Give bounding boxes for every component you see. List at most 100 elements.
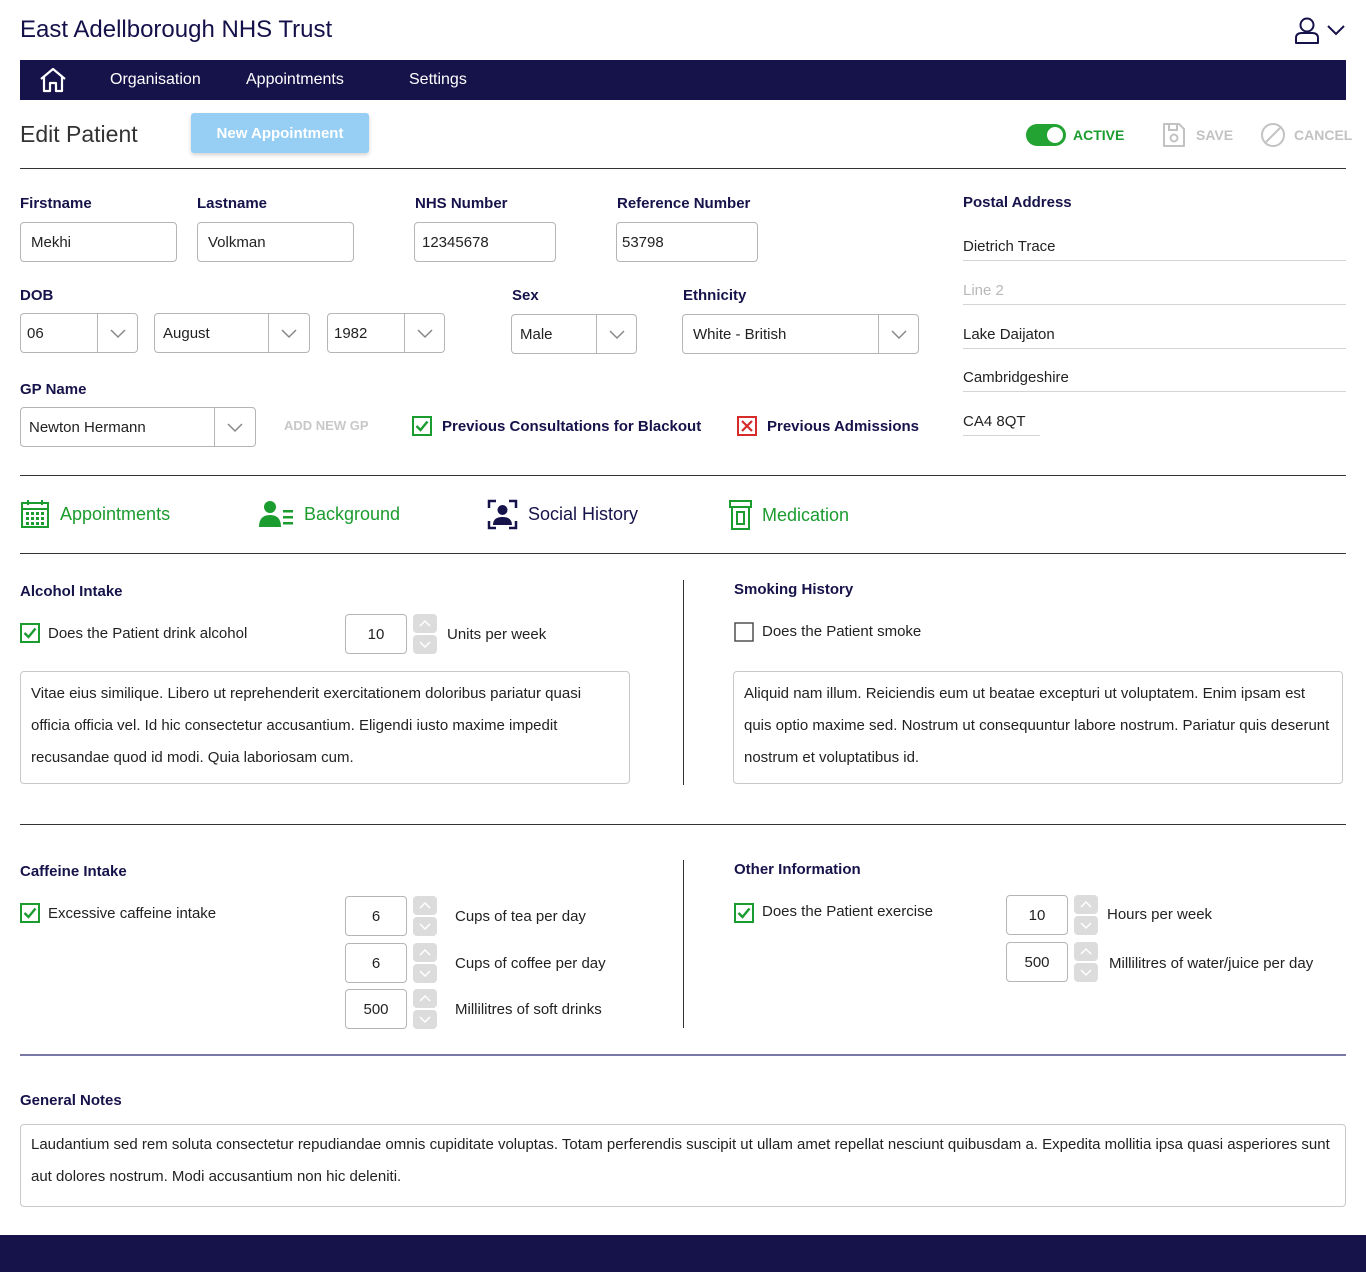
new-appointment-button[interactable]: New Appointment xyxy=(191,113,369,153)
soft-drinks-input[interactable]: 500 xyxy=(345,989,407,1029)
nhs-number-label: NHS Number xyxy=(415,195,508,212)
user-icon[interactable] xyxy=(1294,16,1320,44)
chevron-down-icon xyxy=(891,330,907,340)
coffee-label: Cups of coffee per day xyxy=(455,955,606,972)
save-button[interactable]: SAVE xyxy=(1196,127,1234,143)
firstname-value: Mekhi xyxy=(31,233,72,251)
gp-name-select[interactable]: Newton Hermann xyxy=(20,407,256,447)
exercise-hours-value: 10 xyxy=(1028,906,1046,924)
tea-spinner[interactable] xyxy=(413,896,437,936)
nav-organisation[interactable]: Organisation xyxy=(110,71,201,88)
nhs-number-field[interactable]: 12345678 xyxy=(414,222,556,262)
exercise-hours-label: Hours per week xyxy=(1107,906,1213,923)
chevron-down-icon xyxy=(110,329,126,339)
address-county-field[interactable]: Cambridgeshire xyxy=(963,369,1069,386)
dob-label: DOB xyxy=(20,287,54,304)
general-notes-textarea[interactable]: Laudantium sed rem soluta consectetur re… xyxy=(20,1124,1346,1207)
medicine-bottle-icon xyxy=(729,500,752,530)
prev-admissions-label: Previous Admissions xyxy=(767,418,919,435)
address-line1-field[interactable]: Dietrich Trace xyxy=(963,238,1056,255)
coffee-input[interactable]: 6 xyxy=(345,943,407,983)
water-spinner[interactable] xyxy=(1074,942,1098,982)
soft-drinks-value: 500 xyxy=(363,1000,389,1018)
cancel-icon[interactable] xyxy=(1260,122,1286,148)
general-notes-title: General Notes xyxy=(20,1092,122,1109)
tea-input[interactable]: 6 xyxy=(345,896,407,936)
nav-settings[interactable]: Settings xyxy=(409,71,467,88)
tab-background[interactable]: Background xyxy=(259,500,400,528)
gp-name-label: GP Name xyxy=(20,381,87,398)
firstname-label: Firstname xyxy=(20,195,92,212)
sex-select[interactable]: Male xyxy=(511,314,637,354)
divider xyxy=(20,1054,1346,1056)
tab-medication[interactable]: Medication xyxy=(729,500,849,530)
tea-value: 6 xyxy=(371,907,381,925)
user-frame-icon xyxy=(487,499,518,530)
tab-background-label: Background xyxy=(304,503,401,524)
tab-medication-label: Medication xyxy=(762,504,850,525)
reference-number-label: Reference Number xyxy=(617,195,751,212)
exercise-hours-spinner[interactable] xyxy=(1074,895,1098,935)
address-town-field[interactable]: Lake Daijaton xyxy=(963,326,1055,343)
reference-number-field[interactable]: 53798 xyxy=(616,222,758,262)
smoking-question: Does the Patient smoke xyxy=(762,623,922,640)
divider xyxy=(20,553,1346,554)
smoking-title: Smoking History xyxy=(734,581,854,598)
tab-appointments[interactable]: Appointments xyxy=(20,499,170,529)
smoking-checkbox[interactable] xyxy=(734,622,754,642)
other-info-title: Other Information xyxy=(734,861,861,878)
exercise-hours-input[interactable]: 10 xyxy=(1006,895,1068,935)
divider-vertical xyxy=(683,580,684,785)
firstname-field[interactable]: Mekhi xyxy=(20,222,177,262)
smoking-notes-textarea[interactable]: Aliquid nam illum. Reiciendis eum ut bea… xyxy=(733,671,1343,784)
tab-appointments-label: Appointments xyxy=(60,503,171,524)
soft-drinks-spinner[interactable] xyxy=(413,989,437,1029)
dob-month-value: August xyxy=(163,325,210,342)
user-list-icon xyxy=(259,501,293,527)
ethnicity-select[interactable]: White - British xyxy=(682,314,919,354)
dob-day-value: 06 xyxy=(27,325,44,342)
prev-admissions-checkbox[interactable] xyxy=(737,416,757,436)
exercise-checkbox[interactable] xyxy=(734,903,754,923)
alcohol-units-value: 10 xyxy=(367,625,385,643)
water-value: 500 xyxy=(1024,953,1050,971)
lastname-field[interactable]: Volkman xyxy=(197,222,354,262)
chevron-down-icon[interactable] xyxy=(1326,23,1346,37)
save-icon[interactable] xyxy=(1162,122,1186,148)
alcohol-checkbox[interactable] xyxy=(20,623,40,643)
dob-year-select[interactable]: 1982 xyxy=(327,313,445,353)
nav-appointments[interactable]: Appointments xyxy=(246,71,344,88)
alcohol-units-input[interactable]: 10 xyxy=(345,614,407,654)
sex-label: Sex xyxy=(512,287,539,304)
active-toggle[interactable] xyxy=(1026,124,1066,146)
active-label: ACTIVE xyxy=(1073,127,1125,143)
alcohol-title: Alcohol Intake xyxy=(20,583,123,600)
dob-month-select[interactable]: August xyxy=(154,313,310,353)
coffee-spinner[interactable] xyxy=(413,943,437,983)
chevron-down-icon xyxy=(609,330,625,340)
gp-name-value: Newton Hermann xyxy=(29,419,146,436)
caffeine-checkbox[interactable] xyxy=(20,903,40,923)
address-postcode-field[interactable]: CA4 8QT xyxy=(963,413,1026,430)
prev-consult-label: Previous Consultations for Blackout xyxy=(442,418,702,435)
alcohol-notes-textarea[interactable]: Vitae eius similique. Libero ut reprehen… xyxy=(20,671,630,784)
user-menu[interactable] xyxy=(1294,14,1350,46)
tab-social-history[interactable]: Social History xyxy=(487,499,638,530)
divider xyxy=(20,168,1346,169)
reference-number-value: 53798 xyxy=(622,233,664,251)
dob-day-select[interactable]: 06 xyxy=(20,313,138,353)
prev-consult-checkbox[interactable] xyxy=(412,416,432,436)
add-new-gp-button[interactable]: ADD NEW GP xyxy=(284,418,369,433)
postal-address-label: Postal Address xyxy=(963,194,1072,211)
caffeine-question: Excessive caffeine intake xyxy=(48,905,217,922)
chevron-down-icon xyxy=(281,329,297,339)
alcohol-question: Does the Patient drink alcohol xyxy=(48,625,248,642)
nhs-number-value: 12345678 xyxy=(422,233,489,251)
cancel-button[interactable]: CANCEL xyxy=(1294,127,1353,143)
address-line2-field[interactable]: Line 2 xyxy=(963,282,1004,299)
water-input[interactable]: 500 xyxy=(1006,942,1068,982)
home-icon[interactable] xyxy=(38,66,68,94)
alcohol-units-spinner[interactable] xyxy=(413,614,437,654)
chevron-down-icon xyxy=(417,329,433,339)
lastname-value: Volkman xyxy=(208,233,266,251)
